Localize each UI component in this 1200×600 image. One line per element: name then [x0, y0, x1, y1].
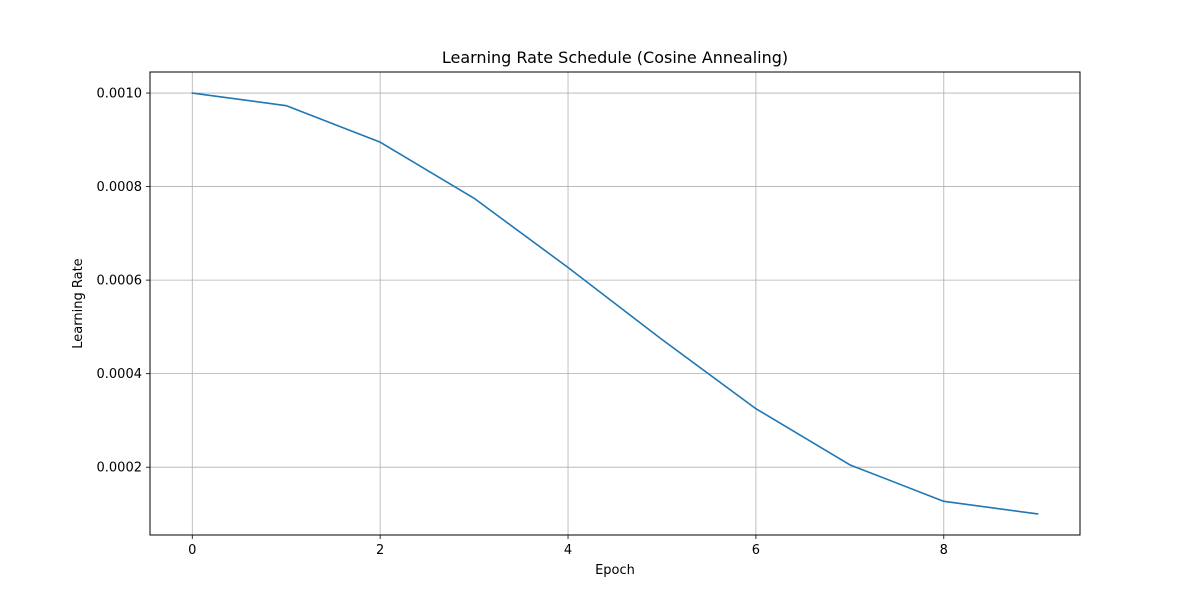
- x-axis-label: Epoch: [595, 563, 635, 578]
- chart-title: Learning Rate Schedule (Cosine Annealing…: [442, 48, 788, 67]
- x-tick-label: 8: [940, 543, 948, 558]
- y-tick-label: 0.0002: [97, 461, 143, 476]
- y-tick-label: 0.0004: [97, 367, 143, 382]
- y-tick-label: 0.0008: [97, 180, 143, 195]
- y-tick-label: 0.0010: [97, 87, 143, 102]
- grid-layer: [150, 72, 1080, 535]
- x-tick-label: 2: [376, 543, 384, 558]
- plot-frame: [149, 71, 1081, 536]
- tick-layer: 0 2 4 6 8 0.0002 0.0004 0.0006 0.0008 0.0010: [97, 87, 948, 558]
- x-tick-label: 4: [564, 543, 572, 558]
- y-tick-label: 0.0006: [97, 274, 143, 289]
- x-tick-label: 6: [752, 543, 760, 558]
- series-line: [191, 92, 1039, 515]
- y-axis-label: Learning Rate: [71, 258, 86, 348]
- series-layer: [191, 92, 1039, 515]
- x-tick-label: 0: [188, 543, 196, 558]
